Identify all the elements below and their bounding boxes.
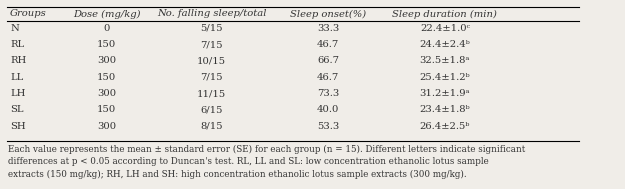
Text: 150: 150	[97, 40, 116, 49]
Text: RL: RL	[10, 40, 24, 49]
Text: 10/15: 10/15	[197, 56, 226, 65]
Text: 53.3: 53.3	[317, 122, 339, 131]
Text: 73.3: 73.3	[317, 89, 339, 98]
Text: 22.4±1.0ᶜ: 22.4±1.0ᶜ	[420, 24, 470, 33]
Text: 6/15: 6/15	[200, 105, 222, 114]
Text: 31.2±1.9ᵃ: 31.2±1.9ᵃ	[419, 89, 470, 98]
Text: SH: SH	[10, 122, 26, 131]
Text: 46.7: 46.7	[317, 40, 339, 49]
Text: 26.4±2.5ᵇ: 26.4±2.5ᵇ	[420, 122, 470, 131]
Text: LH: LH	[10, 89, 26, 98]
Text: 32.5±1.8ᵃ: 32.5±1.8ᵃ	[420, 56, 470, 65]
Text: 40.0: 40.0	[317, 105, 339, 114]
Text: 25.4±1.2ᵇ: 25.4±1.2ᵇ	[419, 73, 470, 82]
Text: No. falling sleep/total: No. falling sleep/total	[157, 9, 266, 19]
Text: 300: 300	[97, 89, 116, 98]
Text: 8/15: 8/15	[200, 122, 222, 131]
Text: 0: 0	[103, 24, 109, 33]
Text: 7/15: 7/15	[200, 40, 222, 49]
Text: Each value represents the mean ± standard error (SE) for each group (n = 15). Di: Each value represents the mean ± standar…	[8, 145, 526, 179]
Text: Groups: Groups	[10, 9, 47, 19]
Text: 66.7: 66.7	[317, 56, 339, 65]
Text: N: N	[10, 24, 19, 33]
Text: 33.3: 33.3	[317, 24, 339, 33]
Text: RH: RH	[10, 56, 26, 65]
Text: 5/15: 5/15	[200, 24, 222, 33]
Text: 150: 150	[97, 105, 116, 114]
Text: 300: 300	[97, 122, 116, 131]
Text: LL: LL	[10, 73, 23, 82]
Text: 23.4±1.8ᵇ: 23.4±1.8ᵇ	[419, 105, 470, 114]
Text: 24.4±2.4ᵇ: 24.4±2.4ᵇ	[419, 40, 470, 49]
Text: SL: SL	[10, 105, 24, 114]
Text: Dose (mg/kg): Dose (mg/kg)	[72, 9, 140, 19]
Text: Sleep duration (min): Sleep duration (min)	[392, 9, 498, 19]
Text: 46.7: 46.7	[317, 73, 339, 82]
Text: 11/15: 11/15	[197, 89, 226, 98]
Text: 300: 300	[97, 56, 116, 65]
Text: Sleep onset(%): Sleep onset(%)	[290, 9, 366, 19]
Text: 7/15: 7/15	[200, 73, 222, 82]
Text: 150: 150	[97, 73, 116, 82]
